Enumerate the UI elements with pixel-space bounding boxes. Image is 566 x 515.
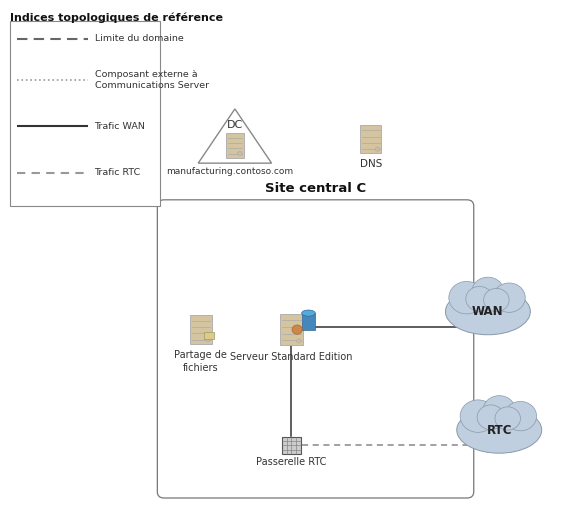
Text: Site central C: Site central C [265,182,366,195]
Text: Partage de
fichiers: Partage de fichiers [174,350,228,372]
Text: DNS: DNS [359,159,382,168]
Circle shape [205,338,210,342]
Text: Limite du domaine: Limite du domaine [95,34,183,43]
FancyBboxPatch shape [280,314,303,345]
Polygon shape [198,109,272,163]
Circle shape [460,400,496,433]
FancyBboxPatch shape [302,313,315,330]
FancyBboxPatch shape [190,315,212,344]
FancyBboxPatch shape [204,332,214,339]
Circle shape [477,405,504,430]
Text: WAN: WAN [472,305,504,318]
FancyBboxPatch shape [10,21,160,206]
Text: Passerelle RTC: Passerelle RTC [256,457,327,467]
Text: manufacturing.contoso.com: manufacturing.contoso.com [166,167,293,176]
Circle shape [504,402,537,431]
FancyBboxPatch shape [360,125,381,153]
Circle shape [297,339,301,343]
Text: Trafic RTC: Trafic RTC [95,168,141,177]
Text: Trafic WAN: Trafic WAN [95,122,145,131]
Circle shape [483,288,509,312]
Text: RTC: RTC [486,423,512,437]
Text: DC: DC [227,120,243,130]
Circle shape [495,407,521,430]
Circle shape [483,396,515,425]
Circle shape [449,281,484,314]
FancyBboxPatch shape [226,133,244,158]
Circle shape [375,147,380,151]
Text: Serveur Standard Edition: Serveur Standard Edition [230,352,353,362]
Ellipse shape [302,310,315,316]
Text: Composant externe à
Communications Server: Composant externe à Communications Serve… [95,70,209,90]
Circle shape [466,286,493,311]
Circle shape [292,325,302,334]
FancyBboxPatch shape [157,200,474,498]
Ellipse shape [445,288,530,335]
Circle shape [238,151,242,156]
Circle shape [493,283,525,312]
FancyBboxPatch shape [282,437,301,454]
Text: Indices topologiques de référence: Indices topologiques de référence [10,13,223,23]
Ellipse shape [457,407,542,453]
Circle shape [471,277,504,306]
